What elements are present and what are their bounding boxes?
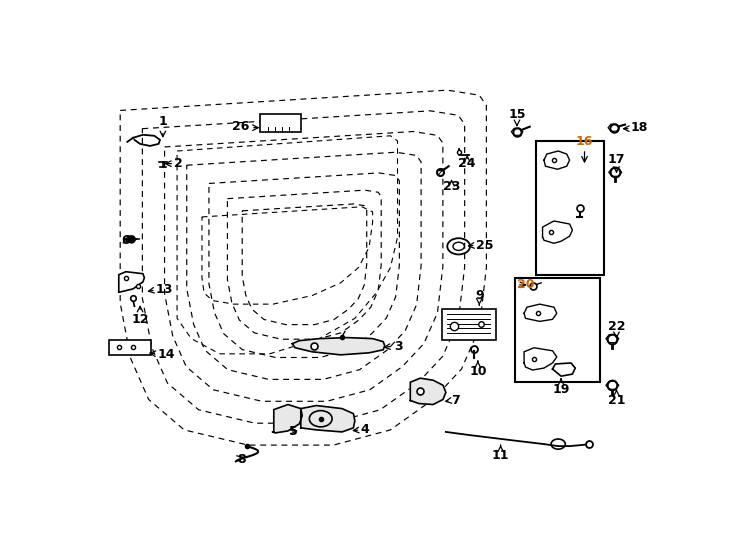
Text: 5: 5 (289, 426, 298, 438)
Text: 10: 10 (469, 365, 487, 378)
Text: 20: 20 (517, 278, 534, 292)
Text: 22: 22 (608, 320, 625, 333)
Text: 18: 18 (631, 121, 648, 134)
Text: 6: 6 (122, 234, 130, 247)
Text: 25: 25 (476, 239, 493, 252)
Text: 21: 21 (608, 394, 625, 407)
Bar (109, 340, 151, 355)
Text: 11: 11 (492, 449, 509, 462)
Polygon shape (542, 221, 573, 244)
Text: 24: 24 (459, 157, 476, 170)
Polygon shape (524, 348, 557, 370)
Text: 13: 13 (156, 284, 173, 296)
Text: 19: 19 (553, 383, 570, 396)
Text: 2: 2 (173, 157, 182, 170)
Polygon shape (301, 406, 355, 432)
Text: 17: 17 (608, 153, 625, 166)
Polygon shape (410, 378, 446, 404)
Polygon shape (544, 151, 570, 169)
Polygon shape (553, 363, 575, 376)
Text: 26: 26 (232, 120, 250, 133)
Bar (442, 309, 495, 340)
Text: 15: 15 (508, 107, 526, 120)
Bar (536, 141, 603, 275)
Bar (260, 114, 301, 132)
Text: 12: 12 (131, 313, 149, 326)
Polygon shape (119, 272, 145, 292)
Text: 9: 9 (475, 288, 484, 302)
Text: 7: 7 (451, 394, 459, 407)
Text: 23: 23 (443, 180, 460, 193)
Text: 16: 16 (576, 135, 593, 148)
Text: 4: 4 (360, 423, 369, 436)
Text: 14: 14 (157, 348, 175, 361)
Bar (515, 278, 600, 382)
Polygon shape (272, 404, 302, 433)
Polygon shape (292, 338, 385, 355)
Text: 1: 1 (159, 115, 167, 128)
Text: 8: 8 (238, 453, 246, 466)
Polygon shape (524, 304, 557, 321)
Text: 3: 3 (394, 340, 402, 353)
